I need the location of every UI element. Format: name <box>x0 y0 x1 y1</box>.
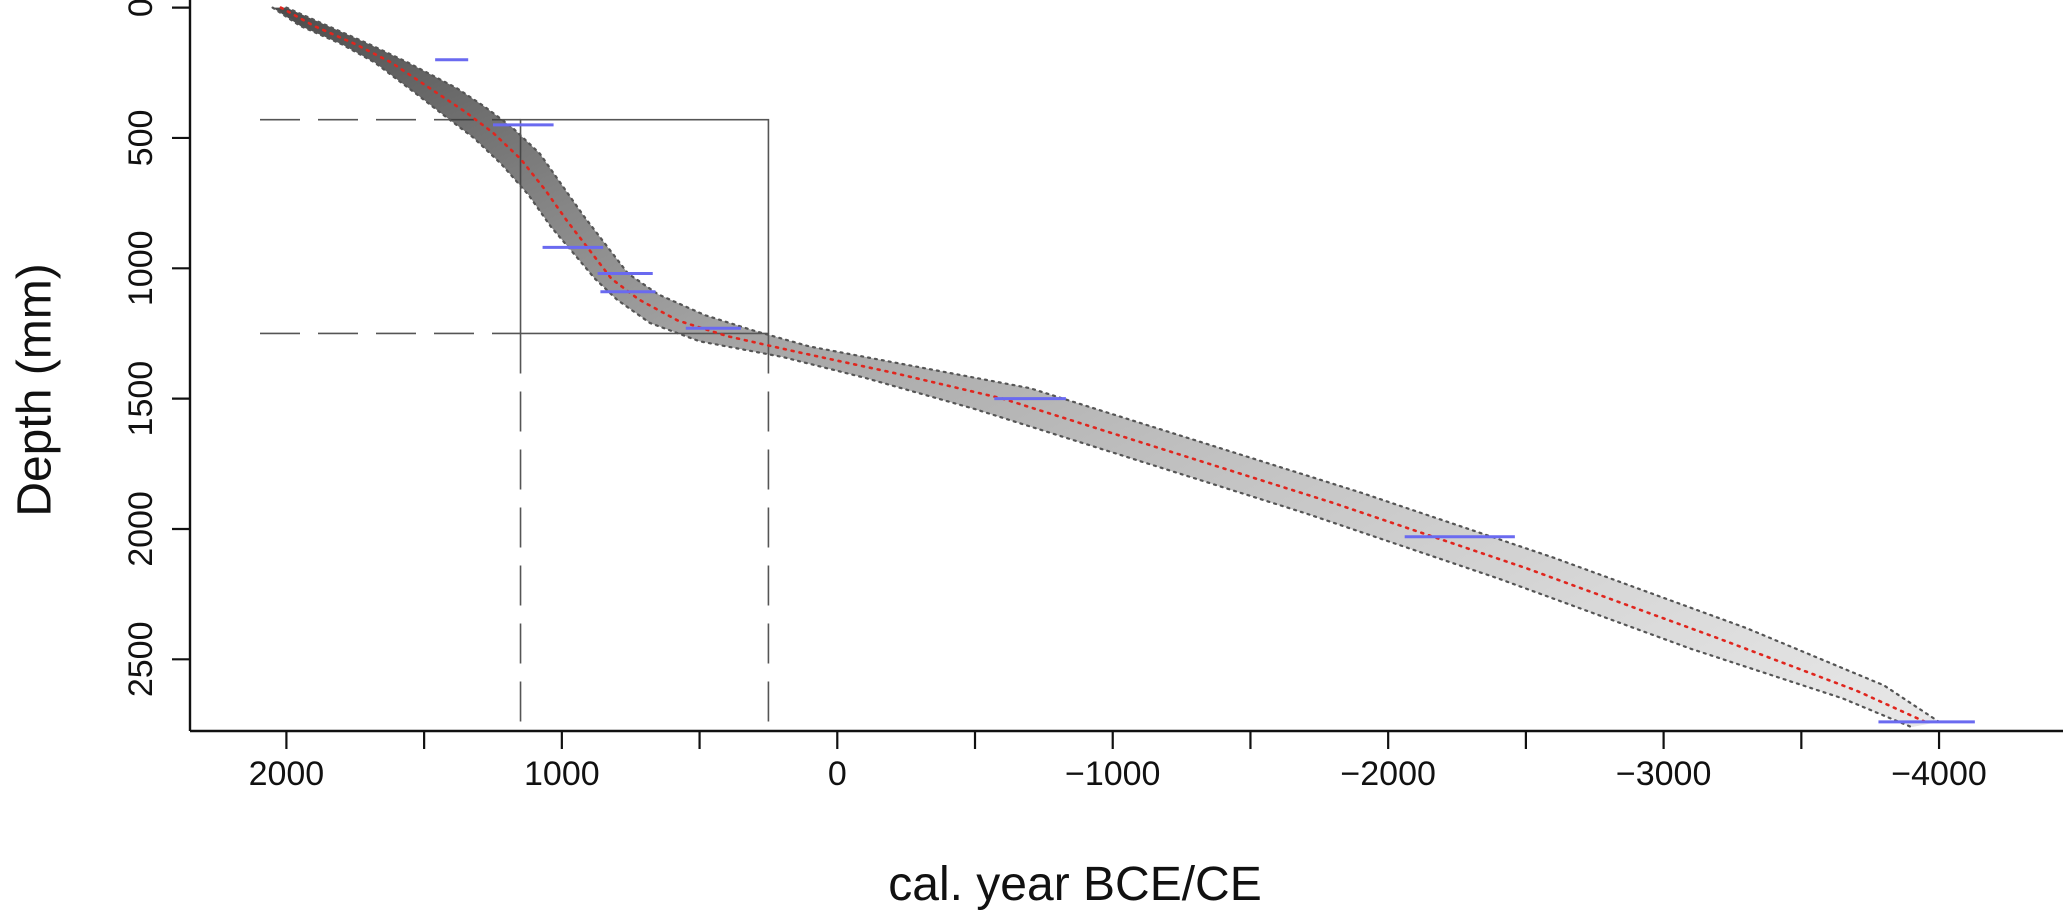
y-tick-label: 0 <box>122 0 160 17</box>
y-axis-title: Depth (mm) <box>9 263 62 516</box>
upper-range-line <box>271 6 1913 729</box>
x-tick-label: 2000 <box>249 755 325 793</box>
x-tick-label: −4000 <box>1891 755 1987 793</box>
x-axis-title: cal. year BCE/CE <box>888 858 1261 911</box>
y-tick-label: 2500 <box>122 621 160 697</box>
axes: 2000 1000 0 −1000 −2000 −3000 −4000 0 500 1000 150… <box>122 0 2063 793</box>
lower-range-line <box>285 6 1941 724</box>
median-age-line <box>279 6 1927 724</box>
x-tick-label: −2000 <box>1340 755 1436 793</box>
uncertainty-band <box>272 7 1940 728</box>
dated-samples <box>435 58 1975 724</box>
y-tick-label: 1500 <box>122 361 160 437</box>
x-tick-label: −3000 <box>1616 755 1712 793</box>
series-layer <box>271 6 1941 729</box>
y-tick-label: 1000 <box>122 230 160 306</box>
x-tick-label: 0 <box>828 755 847 793</box>
y-tick-label: 500 <box>122 110 160 167</box>
zoom-box <box>519 118 770 335</box>
x-tick-label: 1000 <box>524 755 600 793</box>
y-tick-label: 2000 <box>122 491 160 567</box>
x-tick-label: −1000 <box>1065 755 1161 793</box>
zoom-reference-lines <box>260 118 770 731</box>
